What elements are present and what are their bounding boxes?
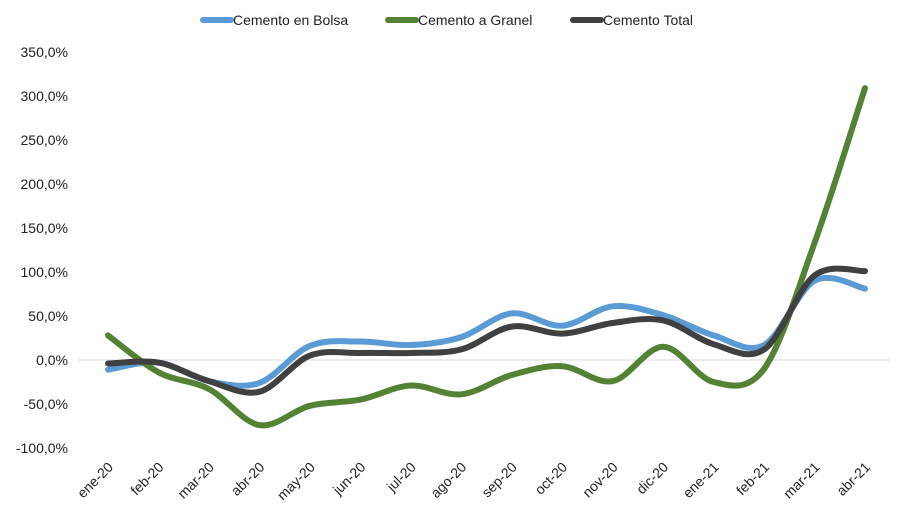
x-tick-label: dic-20 xyxy=(633,459,671,497)
y-tick-label: 250,0% xyxy=(21,132,68,148)
x-tick-label: ene-21 xyxy=(680,459,722,501)
legend-label: Cemento en Bolsa xyxy=(233,12,348,28)
y-axis: 350,0% 300,0% 250,0% 200,0% 150,0% 100,0% 50,0… xyxy=(16,44,68,456)
y-tick-label: 100,0% xyxy=(21,264,68,280)
x-tick-label: abr-20 xyxy=(228,459,268,499)
y-tick-label: 300,0% xyxy=(21,88,68,104)
y-tick-label: 0,0% xyxy=(36,352,68,368)
series-line-0 xyxy=(105,274,868,389)
x-tick-label: mar-21 xyxy=(780,459,823,502)
y-tick-label: -100,0% xyxy=(16,440,68,456)
legend-label: Cemento Total xyxy=(603,12,693,28)
x-tick-label: oct-20 xyxy=(531,459,570,498)
x-tick-label: jun-20 xyxy=(329,459,369,499)
plot-area xyxy=(105,85,868,429)
y-tick-label: 350,0% xyxy=(21,44,68,60)
x-tick-label: ago-20 xyxy=(427,459,469,501)
series-line-1 xyxy=(105,85,868,429)
x-axis: ene-20 feb-20 mar-20 abr-20 may-20 jun-20 jul-… xyxy=(74,459,873,503)
x-tick-label: ene-20 xyxy=(74,459,116,501)
x-tick-label: feb-21 xyxy=(733,459,773,499)
x-tick-label: may-20 xyxy=(274,459,318,503)
y-tick-label: -50,0% xyxy=(24,396,68,412)
x-tick-label: abr-21 xyxy=(833,459,873,499)
y-tick-label: 200,0% xyxy=(21,176,68,192)
x-tick-label: nov-20 xyxy=(579,459,621,501)
x-tick-label: feb-20 xyxy=(127,459,167,499)
legend: Cemento en Bolsa Cemento a Granel Cemento … xyxy=(200,12,693,28)
series-line-2 xyxy=(105,265,868,396)
y-tick-label: 150,0% xyxy=(21,220,68,236)
x-tick-label: mar-20 xyxy=(174,459,217,502)
legend-label: Cemento a Granel xyxy=(418,12,532,28)
y-tick-label: 50,0% xyxy=(28,308,68,324)
x-tick-label: sep-20 xyxy=(478,459,520,501)
x-tick-label: jul-20 xyxy=(383,459,419,495)
